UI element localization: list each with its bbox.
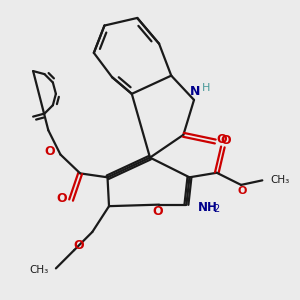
Text: O: O [57, 192, 68, 205]
Text: CH₃: CH₃ [271, 176, 290, 185]
Text: O: O [44, 145, 55, 158]
Text: N: N [190, 85, 201, 98]
Text: O: O [220, 134, 231, 147]
Text: 2: 2 [213, 204, 219, 214]
Text: CH₃: CH₃ [29, 265, 48, 275]
Text: O: O [217, 134, 227, 146]
Text: NH: NH [198, 201, 218, 214]
Text: O: O [152, 205, 163, 218]
Text: O: O [238, 186, 247, 196]
Text: O: O [74, 239, 84, 252]
Text: H: H [202, 83, 210, 93]
